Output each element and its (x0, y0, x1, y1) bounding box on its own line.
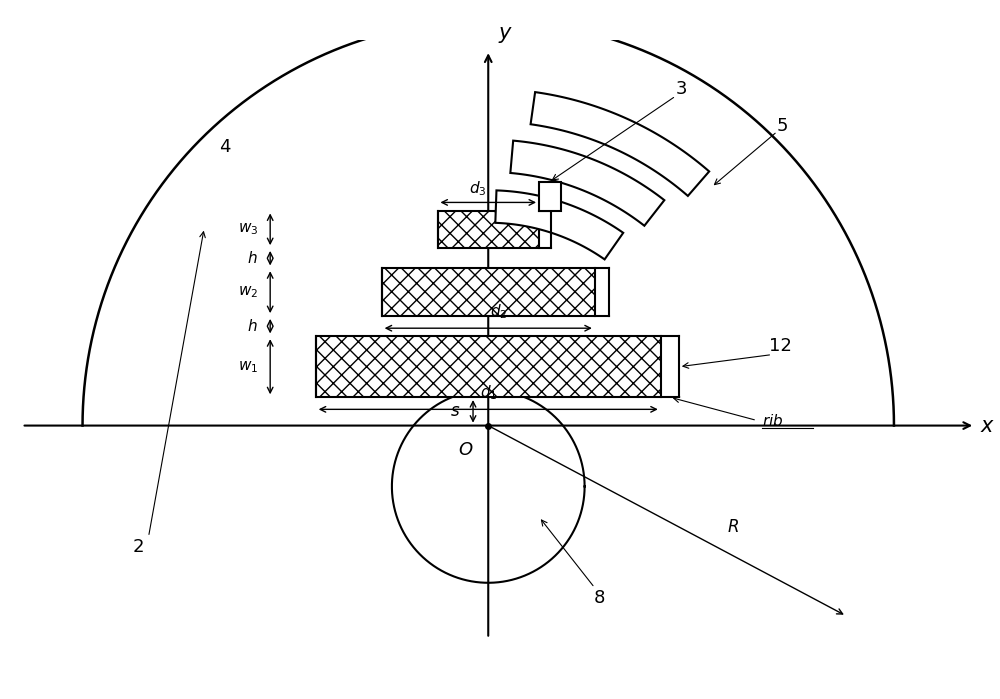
Bar (316, 336, 661, 397)
Text: 8: 8 (594, 589, 606, 607)
Text: $O$: $O$ (458, 441, 473, 459)
Text: $w_3$: $w_3$ (238, 222, 258, 237)
Text: $w_1$: $w_1$ (238, 359, 258, 375)
Text: $x$: $x$ (980, 416, 995, 435)
Text: 12: 12 (769, 338, 792, 356)
Bar (539, 182, 561, 210)
Text: 2: 2 (133, 538, 144, 556)
Text: $d_2$: $d_2$ (490, 303, 507, 321)
Text: $y$: $y$ (498, 25, 514, 45)
Bar (382, 268, 595, 316)
Bar (438, 210, 539, 248)
Text: $h$: $h$ (247, 318, 258, 334)
Polygon shape (510, 140, 664, 226)
Text: 4: 4 (219, 138, 230, 156)
Polygon shape (495, 190, 623, 259)
Text: $R$: $R$ (727, 518, 739, 536)
Text: $d_1$: $d_1$ (480, 384, 497, 402)
Text: $d_3$: $d_3$ (469, 180, 487, 199)
Text: $w_2$: $w_2$ (238, 284, 258, 300)
Text: $s$: $s$ (450, 403, 460, 420)
Text: $rib$: $rib$ (762, 412, 784, 428)
Text: 3: 3 (675, 80, 687, 98)
Text: $h$: $h$ (247, 250, 258, 266)
Text: 5: 5 (777, 117, 788, 136)
Polygon shape (531, 92, 709, 196)
